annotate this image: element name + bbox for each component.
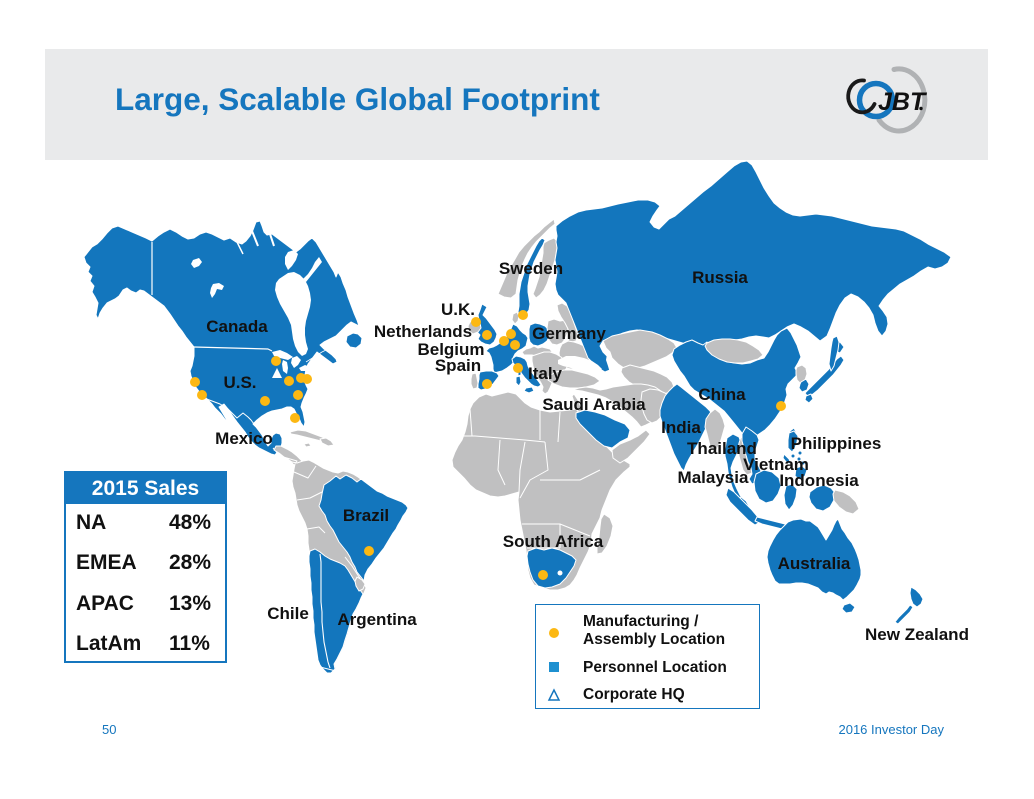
svg-text:China: China bbox=[698, 385, 746, 404]
svg-text:Italy: Italy bbox=[528, 364, 563, 383]
svg-text:Australia: Australia bbox=[778, 554, 851, 573]
svg-text:New Zealand: New Zealand bbox=[865, 625, 969, 644]
svg-text:Vietnam: Vietnam bbox=[743, 455, 809, 474]
svg-text:Brazil: Brazil bbox=[343, 506, 389, 525]
svg-text:Russia: Russia bbox=[692, 268, 748, 287]
svg-text:Malaysia: Malaysia bbox=[678, 468, 749, 487]
svg-text:Saudi Arabia: Saudi Arabia bbox=[542, 395, 646, 414]
svg-text:JBT: JBT bbox=[878, 88, 928, 116]
svg-text:Philippines: Philippines bbox=[791, 434, 882, 453]
svg-text:U.K.: U.K. bbox=[441, 300, 475, 319]
svg-text:Sweden: Sweden bbox=[499, 259, 563, 278]
svg-text:Indonesia: Indonesia bbox=[779, 471, 859, 490]
svg-text:Netherlands: Netherlands bbox=[374, 322, 472, 341]
svg-text:U.S.: U.S. bbox=[223, 373, 256, 392]
svg-text:Canada: Canada bbox=[206, 317, 268, 336]
svg-text:Mexico: Mexico bbox=[215, 429, 273, 448]
svg-text:Thailand: Thailand bbox=[687, 439, 757, 458]
svg-text:Spain: Spain bbox=[435, 356, 481, 375]
svg-text:Chile: Chile bbox=[267, 604, 309, 623]
svg-text:South Africa: South Africa bbox=[503, 532, 604, 551]
svg-text:India: India bbox=[661, 418, 701, 437]
svg-text:Germany: Germany bbox=[532, 324, 606, 343]
svg-text:Argentina: Argentina bbox=[337, 610, 417, 629]
svg-text:Belgium: Belgium bbox=[417, 340, 484, 359]
